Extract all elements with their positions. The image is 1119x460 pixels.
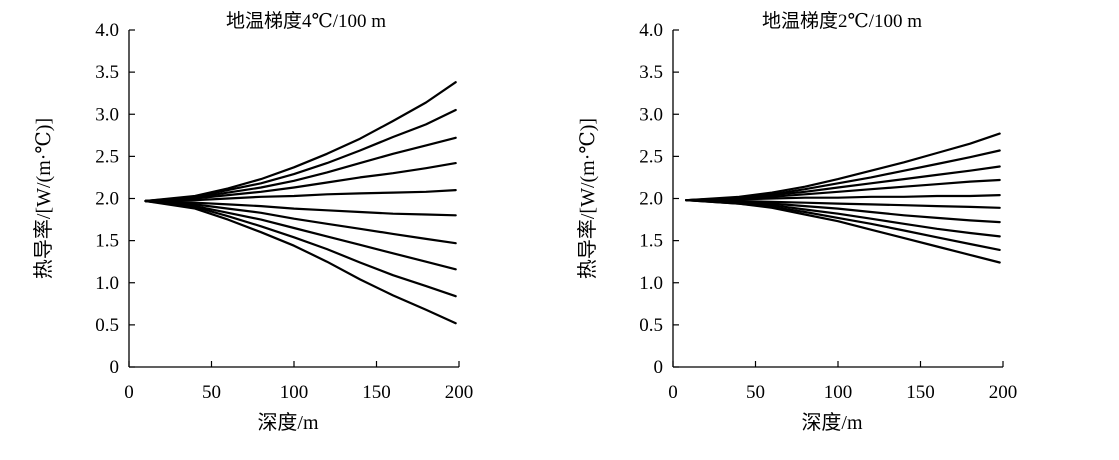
- x-tick-label: 150: [362, 382, 391, 403]
- series-line-1: [685, 132, 1001, 202]
- series-line-6: [144, 199, 457, 217]
- y-tick-label: 4.0: [95, 20, 119, 41]
- x-tick-label: 200: [445, 382, 474, 403]
- series-line-10: [685, 199, 1001, 264]
- y-axis-label: 热导率/[W/(m·℃)]: [32, 118, 55, 279]
- series-line-6: [685, 199, 1001, 209]
- y-tick-label: 3.0: [639, 104, 663, 125]
- x-tick-label: 50: [746, 382, 765, 403]
- chart-title: 地温梯度4℃/100 m: [226, 10, 386, 32]
- series-line-7: [144, 199, 457, 245]
- series-line-4: [685, 178, 1001, 202]
- y-tick-label: 1.0: [95, 273, 119, 294]
- series-line-5: [144, 189, 457, 203]
- y-tick-label: 3.0: [95, 104, 119, 125]
- y-tick-label: 3.5: [95, 62, 119, 83]
- y-tick-label: 0: [110, 357, 120, 378]
- x-tick-label: 50: [202, 382, 221, 403]
- x-axis-label: 深度/m: [801, 411, 863, 434]
- series-line-3: [144, 136, 457, 203]
- series-line-1: [144, 81, 457, 203]
- y-tick-label: 3.5: [639, 62, 663, 83]
- series-line-9: [144, 199, 457, 298]
- y-tick-label: 2.5: [95, 146, 119, 167]
- x-tick-label: 0: [668, 382, 678, 403]
- y-tick-label: 4.0: [639, 20, 663, 41]
- y-tick-label: 0: [654, 357, 664, 378]
- series-line-8: [685, 199, 1001, 238]
- series-line-8: [144, 199, 457, 271]
- y-tick-label: 0.5: [95, 315, 119, 336]
- chart-title: 地温梯度2℃/100 m: [762, 10, 922, 32]
- x-tick-label: 150: [906, 382, 935, 403]
- series-line-7: [685, 199, 1001, 224]
- y-tick-label: 1.0: [639, 273, 663, 294]
- y-tick-label: 2.0: [639, 189, 663, 210]
- series-line-10: [144, 199, 457, 325]
- y-tick-label: 1.5: [95, 231, 119, 252]
- y-axis-label: 热导率/[W/(m·℃)]: [576, 118, 599, 279]
- x-tick-label: 100: [824, 382, 853, 403]
- x-tick-label: 0: [124, 382, 134, 403]
- y-tick-label: 2.5: [639, 146, 663, 167]
- y-tick-label: 0.5: [639, 315, 663, 336]
- series-line-9: [685, 199, 1001, 251]
- series-line-4: [144, 162, 457, 203]
- y-tick-label: 1.5: [639, 231, 663, 252]
- series-line-5: [685, 194, 1001, 202]
- series-line-2: [685, 149, 1001, 202]
- x-tick-label: 200: [989, 382, 1018, 403]
- series-line-3: [685, 165, 1001, 202]
- x-tick-label: 100: [280, 382, 309, 403]
- series-line-2: [144, 108, 457, 203]
- x-axis-label: 深度/m: [257, 411, 319, 434]
- y-tick-label: 2.0: [95, 189, 119, 210]
